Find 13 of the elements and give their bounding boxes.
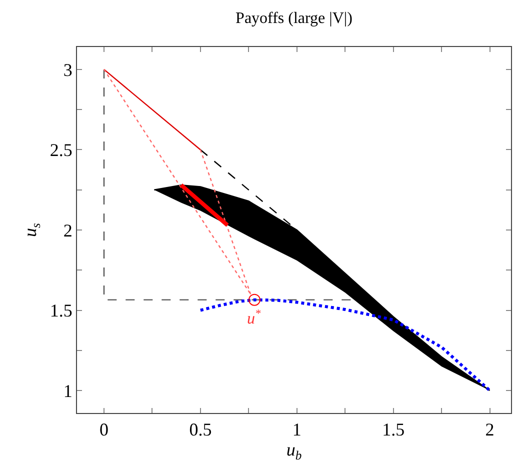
chart-title: Payoffs (large |V|) bbox=[236, 10, 352, 27]
x-tick-label: 1.5 bbox=[382, 420, 405, 440]
y-tick-label: 1 bbox=[63, 380, 72, 401]
x-tick-label: 1 bbox=[292, 420, 302, 440]
x-tick-label: 0 bbox=[100, 420, 108, 440]
y-tick-label: 2 bbox=[63, 220, 72, 240]
x-tick-label: 0.5 bbox=[189, 420, 212, 440]
y-tick-label: 3 bbox=[63, 60, 72, 80]
y-tick-label: 2.5 bbox=[50, 140, 72, 160]
x-axis-title: u$_{b}$ bbox=[286, 440, 302, 462]
annotation: u$^{*}$ bbox=[247, 308, 261, 328]
y-tick-label: 1.5 bbox=[50, 300, 72, 321]
x-tick-label: 2 bbox=[485, 420, 494, 440]
